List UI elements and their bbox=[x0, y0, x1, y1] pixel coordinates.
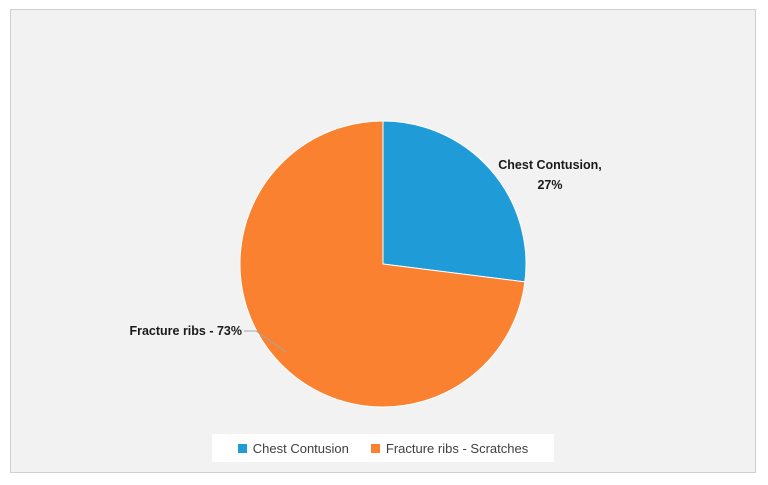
legend-swatch-chest-contusion bbox=[237, 443, 247, 453]
legend-item-fracture-ribs: Fracture ribs - Scratches bbox=[370, 440, 529, 456]
data-label-chest-contusion: Chest Contusion, 27% bbox=[498, 158, 601, 192]
legend-swatch-fracture-ribs bbox=[370, 443, 380, 453]
pie-slice-chest-contusion bbox=[382, 120, 527, 283]
pie-slice-fracture-ribs bbox=[239, 120, 526, 408]
legend-label-fracture-ribs: Fracture ribs - Scratches bbox=[385, 440, 529, 456]
leader-line-fracture-ribs bbox=[244, 330, 287, 353]
legend-label-chest-contusion: Chest Contusion bbox=[252, 440, 349, 456]
data-label-fracture-ribs: Fracture ribs - 73% bbox=[129, 324, 242, 338]
legend-item-chest-contusion: Chest Contusion bbox=[237, 440, 349, 456]
chart-legend: Chest Contusion Fracture ribs - Scratche… bbox=[212, 434, 554, 462]
